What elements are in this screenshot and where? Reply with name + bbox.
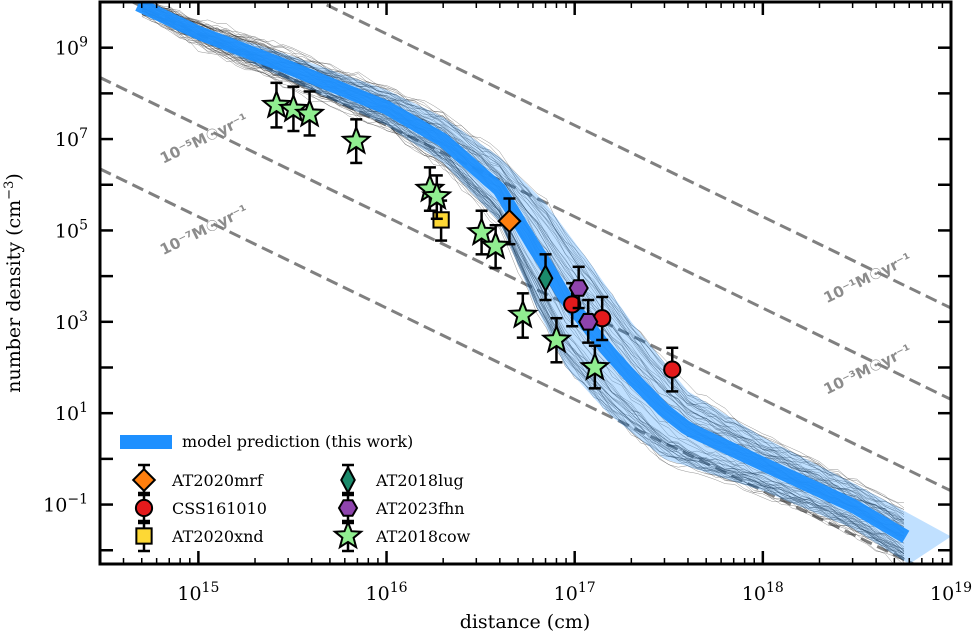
data-point: [578, 313, 599, 331]
legend-entry-AT2023fhn: AT2023fhn: [337, 491, 465, 525]
x-axis-label: distance (cm): [460, 611, 591, 633]
legend-label: AT2020xnd: [171, 527, 264, 546]
data-point: [421, 180, 453, 211]
legend-marker: [332, 519, 364, 550]
y-tick-label: 10−1: [43, 492, 88, 517]
model-track: [141, 2, 905, 525]
x-tick-label: 1015: [177, 580, 219, 605]
model-track: [141, 6, 905, 550]
legend-marker: [134, 498, 154, 518]
x-tick-label: 1018: [742, 580, 784, 605]
legend-label: AT2023fhn: [375, 499, 465, 518]
model-track: [141, 2, 905, 525]
legend-label: AT2018lug: [375, 471, 464, 490]
legend-marker: [340, 465, 356, 495]
legend-entry-AT2020xnd: AT2020xnd: [135, 519, 264, 553]
model-track: [141, 2, 905, 521]
model-track: [141, 4, 905, 523]
model-track: [141, 10, 905, 555]
data-point: [537, 263, 554, 293]
model-track: [144, 2, 905, 515]
series-AT2018lug: [537, 253, 554, 302]
series-AT2020xnd: [432, 199, 450, 242]
data-point: [260, 88, 293, 119]
model-track: [141, 14, 904, 564]
mass-loss-line: [129, 2, 951, 401]
mass-loss-line: [100, 167, 917, 564]
legend-entry-AT2018cow: AT2018cow: [332, 519, 471, 553]
legend-marker: [131, 467, 157, 493]
mass-loss-line: [100, 76, 951, 493]
data-point: [540, 323, 573, 354]
mass-loss-line-label: 10⁻⁵M☉yr⁻¹: [157, 110, 251, 168]
model-track: [141, 6, 905, 562]
series-AT2023fhn: [568, 265, 599, 344]
y-tick-label: 109: [55, 35, 88, 60]
legend-marker: [337, 499, 359, 517]
legend-entry-CSS161010: CSS161010: [134, 491, 267, 525]
legend-band-swatch: [120, 435, 172, 449]
observed-sources: [260, 81, 682, 393]
legend-marker: [135, 527, 153, 545]
data-point: [465, 216, 498, 246]
model-track: [141, 4, 905, 518]
legend-band-label: model prediction (this work): [182, 432, 413, 451]
legend-entry-AT2020mrf: AT2020mrf: [131, 463, 264, 497]
data-point: [497, 208, 522, 234]
model-track: [141, 16, 894, 564]
legend-label: CSS161010: [172, 499, 267, 518]
y-tick-label: 105: [55, 217, 88, 242]
x-tick-label: 1019: [930, 580, 972, 605]
model-track: [141, 5, 905, 555]
mass-loss-line: [317, 2, 951, 310]
legend-label: AT2018cow: [375, 527, 471, 546]
series-AT2020mrf: [497, 197, 522, 246]
data-point: [293, 97, 326, 128]
data-point: [479, 229, 512, 260]
y-axis-label: number density (cm−3): [2, 173, 25, 393]
x-tick-label: 1016: [366, 580, 408, 605]
model-track: [144, 2, 905, 521]
x-tick-label: 1017: [554, 580, 596, 605]
model-prediction-curve: [135, 2, 910, 543]
legend-entry-AT2018lug: AT2018lug: [340, 463, 464, 497]
legend: model prediction (this work) AT2020mrf CSS…: [120, 432, 471, 553]
data-point: [340, 124, 372, 155]
model-track: [152, 2, 905, 510]
plot-frame: [98, 0, 953, 566]
model-track: [148, 2, 905, 504]
x-axis: 1015 1016 1017 1018 1019: [99, 2, 972, 605]
model-track: [141, 3, 905, 520]
data-point: [277, 92, 310, 123]
data-point: [568, 279, 589, 297]
mass-loss-rate-lines: [100, 2, 951, 564]
model-track: [141, 8, 905, 554]
y-tick-label: 103: [55, 309, 88, 334]
mass-loss-line-label: 10⁻⁷M☉yr⁻¹: [157, 201, 251, 259]
series-AT2018cow: [260, 81, 611, 390]
mass-loss-line-label: 10⁻¹M☉yr⁻¹: [821, 249, 915, 307]
y-axis: 10−1 101 103 105 107 109: [43, 0, 951, 552]
data-point: [663, 360, 682, 379]
mass-loss-line-label: 10⁻³M☉yr⁻¹: [821, 341, 915, 399]
data-point: [579, 350, 611, 381]
legend-label: AT2020mrf: [171, 471, 264, 490]
y-tick-label: 107: [55, 126, 88, 151]
y-tick-label: 101: [55, 400, 88, 425]
data-point: [507, 298, 539, 329]
